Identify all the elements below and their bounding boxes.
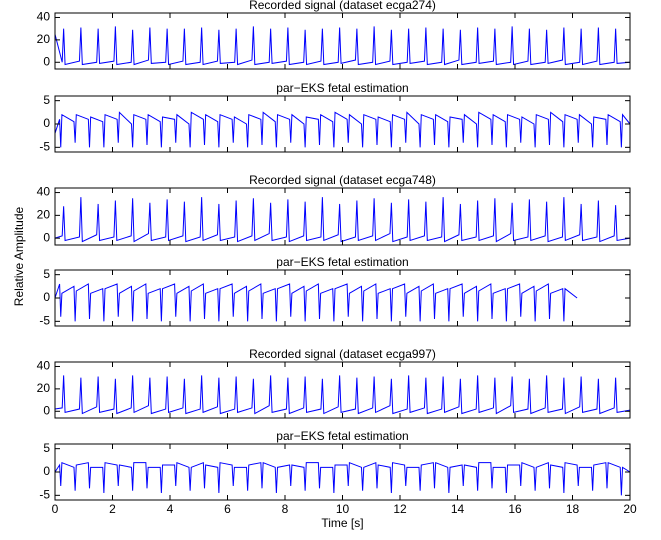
x-tick-label: 0 [52,502,59,516]
axes-box [55,270,630,326]
y-tick-label: 0 [43,54,50,68]
x-tick-label: 12 [393,502,407,516]
y-tick-label: -5 [39,140,50,154]
y-tick-label: 20 [37,208,51,222]
axes-box [55,96,630,152]
x-tick-label: 6 [224,502,231,516]
panel-title: Recorded signal (dataset ecga748) [249,173,436,187]
x-tick-label: 14 [451,502,465,516]
axes-box [55,362,630,418]
y-tick-label: 40 [37,359,51,373]
x-tick-label: 4 [167,502,174,516]
panel-title: par−EKS fetal estimation [276,429,408,443]
signal-line [54,283,578,322]
y-tick-label: 0 [43,403,50,417]
panel-title: Recorded signal (dataset ecga997) [249,347,436,361]
y-tick-label: 20 [37,32,51,46]
y-tick-label: 20 [37,381,51,395]
y-tick-label: 0 [43,116,50,130]
panel-title: par−EKS fetal estimation [276,255,408,269]
y-axis-label: Relative Amplitude [12,206,26,306]
axes-box [55,13,630,69]
x-tick-label: 16 [508,502,522,516]
x-tick-label: 10 [336,502,350,516]
signal-line [54,111,631,148]
signal-line [54,461,631,496]
y-tick-label: 0 [43,230,50,244]
x-axis-label: Time [s] [321,516,363,530]
signal-line [54,26,631,66]
panel-title: par−EKS fetal estimation [276,81,408,95]
y-tick-label: 40 [37,185,51,199]
y-tick-label: 0 [43,464,50,478]
y-tick-label: -5 [39,488,50,502]
panel-title: Recorded signal (dataset ecga274) [249,0,436,12]
signal-line [54,375,631,415]
x-tick-label: 18 [566,502,580,516]
x-tick-label: 8 [282,502,289,516]
y-tick-label: 5 [43,267,50,281]
signal-line [54,197,631,243]
x-tick-label: 2 [109,502,116,516]
y-tick-label: -5 [39,314,50,328]
x-tick-label: 20 [623,502,637,516]
y-tick-label: 40 [37,10,51,24]
axes-box [55,444,630,500]
y-tick-label: 5 [43,441,50,455]
y-tick-label: 5 [43,93,50,107]
y-tick-label: 0 [43,290,50,304]
